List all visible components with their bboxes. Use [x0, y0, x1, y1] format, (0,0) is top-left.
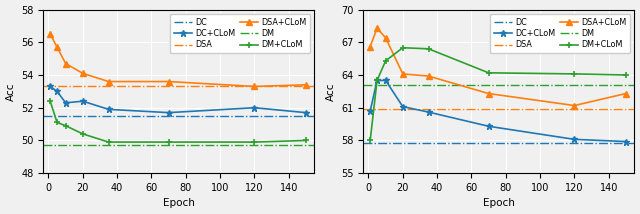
Legend: DC, DC+CLoM, DSA, DSA+CLoM, DM, DM+CLoM: DC, DC+CLoM, DSA, DSA+CLoM, DM, DM+CLoM [170, 13, 310, 54]
X-axis label: Epoch: Epoch [483, 198, 515, 208]
Y-axis label: Acc: Acc [6, 82, 15, 101]
Legend: DC, DC+CLoM, DSA, DSA+CLoM, DM, DM+CLoM: DC, DC+CLoM, DSA, DSA+CLoM, DM, DM+CLoM [490, 13, 630, 54]
Y-axis label: Acc: Acc [326, 82, 335, 101]
X-axis label: Epoch: Epoch [163, 198, 195, 208]
